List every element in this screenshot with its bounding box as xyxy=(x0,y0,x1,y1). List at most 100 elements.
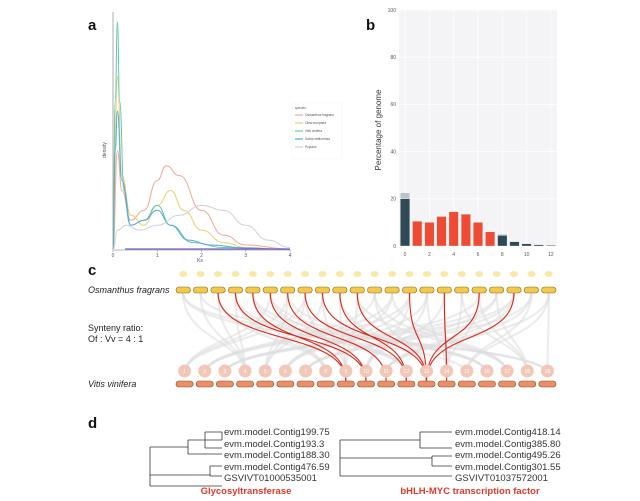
top-marker xyxy=(457,271,466,277)
legend-label: Salvia miltiorrhiza xyxy=(305,137,330,141)
bottom-chromosome-7 xyxy=(296,380,315,388)
top-marker xyxy=(475,271,484,277)
bottom-number-18: 18 xyxy=(524,369,530,375)
bar-base-10 xyxy=(521,243,532,247)
bottom-chromosome-12 xyxy=(397,380,416,388)
background-synteny-link xyxy=(183,292,307,375)
panel-b-xtick-label: 4 xyxy=(452,252,455,258)
top-marker xyxy=(266,271,275,277)
bottom-chromosome-8 xyxy=(316,380,335,388)
panel-b-y-ticks: 0 20 40 60 80 100 xyxy=(388,8,397,250)
bottom-number-badge xyxy=(480,364,494,378)
background-synteny-link xyxy=(182,292,468,375)
bottom-number-6: 6 xyxy=(284,369,287,375)
bottom-number-7: 7 xyxy=(304,369,307,375)
bottom-chromosome-14 xyxy=(437,380,456,388)
bottom-number-4: 4 xyxy=(244,369,247,375)
bottom-number-badge xyxy=(258,364,272,378)
bottom-chromosome-5 xyxy=(256,380,275,388)
bar-top-0 xyxy=(400,192,410,199)
panel-b-ytick-label: 0 xyxy=(393,244,396,250)
bar-expanded-2 xyxy=(424,222,435,247)
panel-b-bars: 7 xyxy=(400,192,556,247)
panel-a-xtick-label: 3 xyxy=(244,253,247,259)
top-chromosome-20 xyxy=(506,286,522,294)
bottom-chromosome-3 xyxy=(216,380,234,388)
top-marker xyxy=(318,271,327,277)
right-phylogenetic-tree: evm.model.Contig418.14 evm.model.Contig3… xyxy=(339,427,561,497)
top-chromosome-7 xyxy=(280,286,296,294)
bottom-number-1: 1 xyxy=(183,369,186,375)
bottom-number-14: 14 xyxy=(444,369,450,375)
bottom-number-badge xyxy=(520,364,534,378)
top-chromosome-14 xyxy=(402,286,418,294)
top-chromosome-1 xyxy=(175,286,191,294)
right-leaf-3: evm.model.Contig495.26 xyxy=(455,450,561,461)
bottom-number-badge xyxy=(218,364,232,378)
background-synteny-link xyxy=(465,292,550,375)
top-chromosome-2 xyxy=(193,286,209,294)
top-chromosome-6 xyxy=(262,286,278,294)
top-chromosome-18 xyxy=(471,286,487,294)
background-synteny-link xyxy=(284,292,429,375)
top-chromosome-21 xyxy=(523,286,539,294)
panel-b-label: b xyxy=(366,17,375,34)
bottom-number-13: 13 xyxy=(424,369,430,375)
top-marker xyxy=(179,271,188,277)
bottom-number-badge xyxy=(540,364,554,378)
highlight-synteny-link xyxy=(217,292,347,382)
bottom-number-10: 10 xyxy=(363,369,369,375)
panel-a-xtick-label: 0 xyxy=(112,253,115,259)
panel-a-xtick-label: 4 xyxy=(289,253,292,259)
background-synteny-link xyxy=(373,292,428,375)
density-curve-1 xyxy=(112,75,291,251)
top-marker xyxy=(492,271,501,277)
bottom-chromosome-15 xyxy=(457,380,476,388)
panel-a-density-plot: density Ks 0 1 2 3 4 species Osmanthus fragr… xyxy=(102,12,343,264)
panel-d-label: d xyxy=(88,415,97,432)
top-chromosome-11 xyxy=(349,286,365,294)
top-marker xyxy=(370,271,379,277)
panel-b-ytick-label: 20 xyxy=(390,197,396,203)
highlight-synteny-link xyxy=(269,292,367,382)
bottom-chromosome-1 xyxy=(175,380,194,388)
left-phylogenetic-tree: evm.model.Contig199.75 evm.model.Contig1… xyxy=(149,427,330,497)
top-marker xyxy=(422,271,431,277)
bar-top-8 xyxy=(497,234,508,236)
top-marker xyxy=(214,271,223,277)
top-marker xyxy=(509,271,518,277)
highlight-synteny-link xyxy=(287,292,387,382)
top-chromosome-9 xyxy=(314,286,330,294)
top-species-label: Osmanthus fragrans xyxy=(88,285,170,295)
panel-c-synteny: Osmanthus fragrans Synteny ratio: Of : V… xyxy=(88,271,557,389)
legend-label: Olea europaea xyxy=(305,121,326,125)
top-marker xyxy=(283,271,292,277)
panel-b-bar-chart: 0 20 40 60 80 100 0 2 4 6 8 10 12 Percentage of gen… xyxy=(374,8,557,258)
bottom-number-19: 19 xyxy=(545,369,551,375)
left-leaf-1: evm.model.Contig199.75 xyxy=(224,427,330,438)
top-marker xyxy=(335,271,344,277)
highlight-synteny-link xyxy=(425,292,515,382)
top-marker xyxy=(196,271,205,277)
bar-base-9 xyxy=(509,241,520,247)
bottom-number-11: 11 xyxy=(384,369,389,375)
top-chromosome-22 xyxy=(541,286,557,294)
top-chromosome-15 xyxy=(419,286,435,294)
bottom-chromosome-2 xyxy=(195,380,214,388)
top-chromosome-3 xyxy=(210,286,226,294)
panel-b-x-ticks: 0 2 4 6 8 10 12 xyxy=(404,252,554,258)
bottom-species-label: Vitis vinifera xyxy=(88,379,136,389)
top-chromosome-12 xyxy=(367,286,383,294)
background-synteny-link xyxy=(286,292,489,375)
legend-title: species xyxy=(295,106,306,110)
bottom-number-badge xyxy=(299,364,313,378)
bottom-number-3: 3 xyxy=(224,369,227,375)
bottom-chromosome-10 xyxy=(357,380,375,388)
top-chromosome-10 xyxy=(332,286,348,294)
background-synteny-link xyxy=(264,292,324,375)
bottom-chromosomes xyxy=(175,380,557,388)
highlight-synteny-link xyxy=(321,292,428,382)
bottom-chromosome-19 xyxy=(538,380,557,388)
panel-b-xtick-label: 6 xyxy=(477,252,480,258)
panel-a-legend: species Osmanthus fragrans Olea europaea V… xyxy=(291,102,343,160)
